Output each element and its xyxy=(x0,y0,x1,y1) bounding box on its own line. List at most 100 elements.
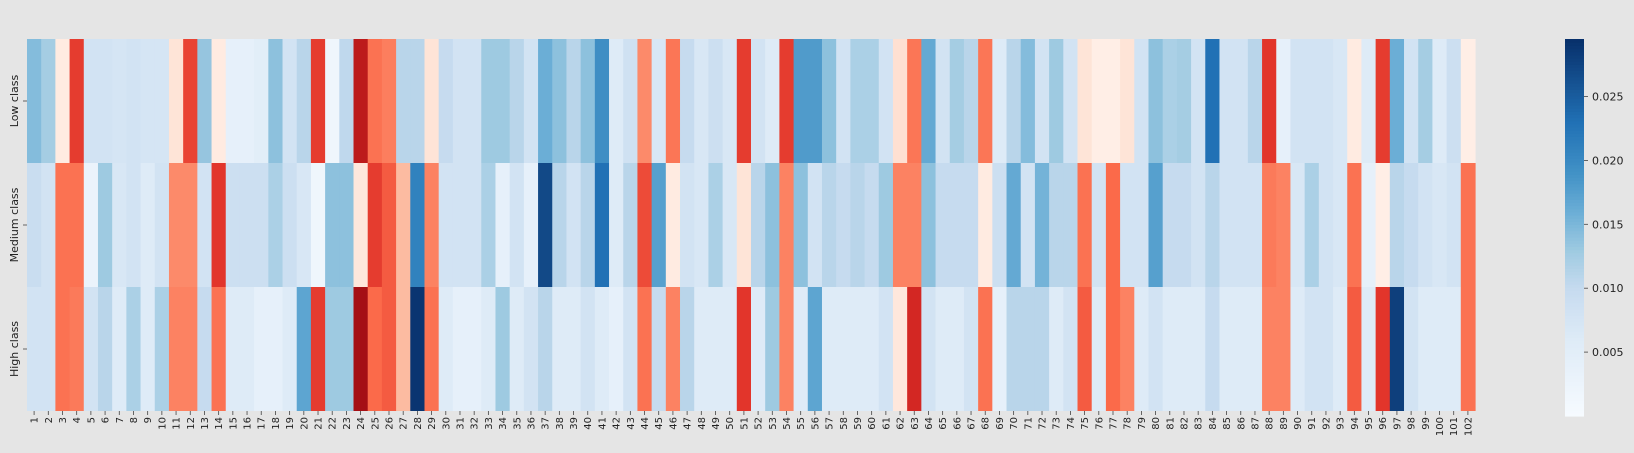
heatmap-cell xyxy=(609,39,624,163)
heatmap-cell xyxy=(878,287,894,411)
heatmap-cell xyxy=(523,163,539,287)
heatmap-cell xyxy=(680,39,695,163)
x-tick-label: 86 xyxy=(1236,417,1247,430)
x-tick-label: 42 xyxy=(612,417,623,430)
heatmap-cell xyxy=(1049,287,1064,411)
x-tick-label: 18 xyxy=(271,417,282,430)
colorbar-segment xyxy=(1565,321,1584,326)
x-tick-label: 94 xyxy=(1350,417,1361,430)
heatmap-cell xyxy=(807,163,823,287)
heatmap-cell xyxy=(1034,39,1050,163)
heatmap-cell xyxy=(1134,287,1150,411)
x-tick-label: 6 xyxy=(101,417,112,423)
heatmap-cell xyxy=(921,39,937,163)
colorbar-segment xyxy=(1565,45,1584,50)
colorbar-segment xyxy=(1565,73,1584,78)
colorbar-segment xyxy=(1565,208,1584,213)
heatmap-cell xyxy=(197,287,213,411)
heatmap-cell xyxy=(1205,163,1221,287)
colorbar-segment xyxy=(1565,340,1584,345)
heatmap-cell xyxy=(268,39,284,163)
heatmap-cell xyxy=(1120,163,1135,287)
heatmap-cell xyxy=(736,287,752,411)
heatmap-cell xyxy=(396,39,411,163)
colorbar-segment xyxy=(1565,362,1584,367)
heatmap-cell xyxy=(963,287,979,411)
x-tick-label: 16 xyxy=(243,417,254,430)
colorbar-segment xyxy=(1565,104,1584,109)
heatmap-cell xyxy=(83,163,99,287)
heatmap-cell xyxy=(651,287,667,411)
heatmap-cell xyxy=(1148,163,1164,287)
heatmap-cell xyxy=(97,39,113,163)
x-tick-label: 3 xyxy=(58,417,69,423)
heatmap-cell xyxy=(97,163,113,287)
colorbar-segment xyxy=(1565,255,1584,260)
heatmap-cell xyxy=(793,163,809,287)
heatmap-cell xyxy=(381,287,397,411)
heatmap-cell xyxy=(1077,39,1093,163)
heatmap-cell xyxy=(963,39,979,163)
heatmap-cell xyxy=(992,163,1008,287)
colorbar-segment xyxy=(1565,390,1584,395)
heatmap-cell xyxy=(140,287,156,411)
heatmap-cell xyxy=(1304,39,1320,163)
colorbar-segment xyxy=(1565,334,1584,339)
colorbar-segment xyxy=(1565,152,1584,156)
x-tick-label: 51 xyxy=(739,417,750,430)
heatmap-cell xyxy=(1290,287,1306,411)
heatmap-cell xyxy=(836,39,851,163)
colorbar-segment xyxy=(1565,155,1584,159)
heatmap-cell xyxy=(751,287,766,411)
heatmap-cell xyxy=(1247,287,1263,411)
colorbar-segment xyxy=(1565,337,1584,342)
heatmap-cell xyxy=(27,39,42,163)
heatmap-cell xyxy=(651,163,667,287)
heatmap-cell xyxy=(367,163,383,287)
colorbar-segment xyxy=(1565,130,1584,134)
heatmap-cell xyxy=(1290,163,1306,287)
heatmap-cell xyxy=(168,163,184,287)
colorbar-segment xyxy=(1565,290,1584,295)
heatmap-cell xyxy=(481,287,497,411)
colorbar-segment xyxy=(1565,356,1584,361)
colorbar-segment xyxy=(1565,111,1584,115)
heatmap-cell xyxy=(112,163,127,287)
heatmap-cell xyxy=(665,163,681,287)
x-tick-label: 62 xyxy=(896,417,907,430)
heatmap-cell xyxy=(424,163,440,287)
heatmap-cell xyxy=(637,287,653,411)
colorbar-segment xyxy=(1565,205,1584,210)
colorbar-segment xyxy=(1565,240,1584,244)
heatmap-cell xyxy=(779,163,795,287)
heatmap-cell xyxy=(55,163,71,287)
heatmap-cell xyxy=(1404,287,1419,411)
x-tick-label: 11 xyxy=(172,417,183,430)
heatmap-cell xyxy=(736,39,752,163)
x-tick-label: 34 xyxy=(498,417,509,430)
colorbar-segment xyxy=(1565,136,1584,141)
heatmap-cell xyxy=(467,287,482,411)
heatmap-cell xyxy=(1233,287,1249,411)
heatmap-cell xyxy=(1389,163,1405,287)
colorbar-segment xyxy=(1565,372,1584,376)
x-tick-label: 31 xyxy=(455,417,466,430)
heatmap-cell xyxy=(396,163,411,287)
heatmap-cell xyxy=(836,287,851,411)
heatmap-cell xyxy=(310,287,326,411)
heatmap-cell xyxy=(1233,163,1249,287)
heatmap-cell xyxy=(978,39,993,163)
heatmap-cell xyxy=(538,163,553,287)
heatmap-cell xyxy=(779,287,795,411)
heatmap-cell xyxy=(1247,39,1263,163)
heatmap-cell xyxy=(438,39,454,163)
heatmap-cell xyxy=(1375,39,1391,163)
heatmap-cell xyxy=(69,39,85,163)
x-tick-label: 8 xyxy=(129,417,140,423)
heatmap-cell xyxy=(793,39,809,163)
heatmap-cell xyxy=(850,287,866,411)
x-tick-label: 23 xyxy=(342,417,353,430)
colorbar-segment xyxy=(1565,117,1584,122)
colorbar-segment xyxy=(1565,400,1584,405)
